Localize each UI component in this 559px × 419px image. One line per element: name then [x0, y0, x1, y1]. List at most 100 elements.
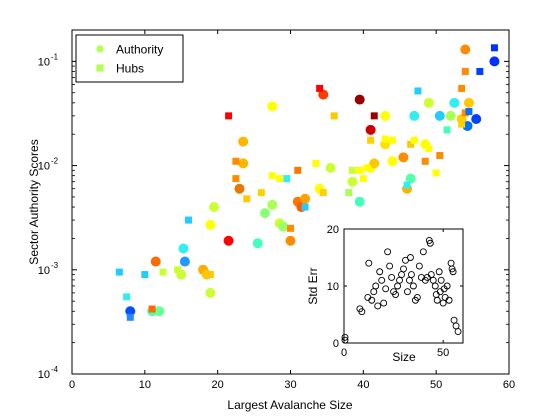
hubs-point: [359, 175, 367, 183]
main-y-tick-label: 10: [38, 265, 50, 277]
authority-point: [354, 94, 365, 105]
inset-point: [400, 265, 407, 273]
inset-point: [380, 299, 388, 307]
inset-point: [341, 333, 349, 341]
hubs-point: [432, 169, 440, 177]
hubs-point: [126, 313, 134, 321]
authority-point: [150, 256, 161, 267]
main-x-axis-label: Largest Avalanche Size: [227, 398, 353, 412]
authority-point: [423, 97, 434, 108]
main-y-tick-label: 10: [38, 369, 50, 381]
inset-point: [449, 268, 457, 276]
hubs-point: [123, 293, 131, 301]
hubs-point: [465, 108, 473, 116]
main-y-tick-label: 10: [38, 56, 50, 68]
hubs-point: [232, 157, 240, 165]
authority-point: [398, 152, 409, 163]
main-y-axis-label: Sector Authority Scores: [27, 139, 41, 264]
hubs-point: [243, 195, 251, 203]
hubs-point: [330, 112, 338, 120]
authority-point: [463, 97, 474, 108]
inset-y-tick-label: 10: [327, 281, 339, 293]
legend-authority-marker: [96, 45, 104, 53]
authority-point: [409, 110, 420, 121]
authority-point: [178, 243, 189, 254]
authority-point: [234, 183, 245, 194]
authority-point: [238, 158, 249, 169]
hubs-point: [276, 175, 284, 183]
inset-point: [388, 274, 396, 281]
main-y-tick-exponent: -1: [51, 52, 59, 61]
authority-point: [449, 97, 460, 108]
hubs-point: [367, 136, 375, 144]
inset-point: [415, 262, 423, 270]
main-y-ticks: 10-410-310-210-1: [38, 29, 509, 381]
inset-y-tick-label: 0: [333, 338, 339, 350]
main-y-tick-exponent: -4: [51, 365, 59, 374]
authority-point: [267, 101, 278, 112]
inset-plot: 0 50 0 10 20 Size Std Err: [306, 224, 464, 364]
authority-point: [380, 110, 391, 121]
hubs-point: [148, 305, 156, 313]
inset-point: [392, 291, 400, 298]
inset-point: [406, 254, 414, 261]
inset-point: [433, 296, 441, 304]
authority-point: [387, 156, 398, 167]
inset-point: [368, 296, 376, 304]
hubs-point: [421, 157, 429, 165]
inset-point: [402, 256, 409, 264]
hubs-point: [345, 189, 353, 197]
hubs-point: [141, 271, 149, 279]
inset-point: [378, 276, 386, 284]
hubs-point: [159, 268, 167, 276]
inset-point: [376, 268, 384, 276]
inset-point: [384, 248, 392, 256]
hubs-point: [294, 166, 302, 174]
authority-point: [179, 256, 190, 267]
authority-point: [267, 199, 278, 210]
hubs-point: [370, 112, 378, 120]
authority-point: [471, 113, 482, 124]
inset-point: [413, 293, 421, 301]
inset-point: [382, 285, 390, 293]
legend-hubs-marker: [96, 64, 104, 72]
hubs-point: [458, 84, 466, 92]
authority-point: [278, 221, 289, 232]
main-x-tick-label: 50: [430, 379, 442, 391]
legend-box: [75, 34, 184, 83]
authority-point: [489, 56, 500, 67]
authority-point: [260, 208, 271, 219]
hubs-point: [443, 126, 451, 134]
hubs-point: [356, 166, 364, 174]
main-x-tick-label: 60: [503, 379, 515, 391]
hubs-point: [414, 87, 422, 95]
main-x-ticks: 0 10 20 30 40 50 60: [69, 30, 515, 391]
main-x-tick-label: 20: [212, 379, 224, 391]
authority-point: [325, 162, 336, 173]
authority-point: [205, 287, 216, 298]
hubs-point: [268, 172, 276, 180]
hubs-point: [403, 181, 411, 189]
authority-point: [300, 193, 311, 204]
inset-point: [437, 276, 445, 284]
inset-point: [435, 268, 443, 276]
hubs-point: [490, 44, 498, 52]
hubs-point: [461, 109, 469, 117]
inset-point: [419, 248, 427, 256]
main-y-tick-exponent: -3: [51, 261, 59, 270]
authority-point: [318, 89, 329, 100]
authority-point: [445, 110, 456, 121]
main-data-points: [115, 44, 500, 321]
authority-point: [205, 219, 216, 230]
authority-point: [369, 158, 380, 169]
main-y-tick-exponent: -2: [51, 157, 59, 166]
authority-point: [434, 110, 445, 121]
hubs-point: [225, 112, 233, 120]
hubs-point: [458, 120, 466, 128]
main-x-tick-label: 10: [139, 379, 151, 391]
inset-point: [372, 282, 380, 290]
hubs-point: [312, 159, 320, 167]
inset-point: [443, 282, 451, 290]
main-x-tick-label: 30: [284, 379, 296, 391]
